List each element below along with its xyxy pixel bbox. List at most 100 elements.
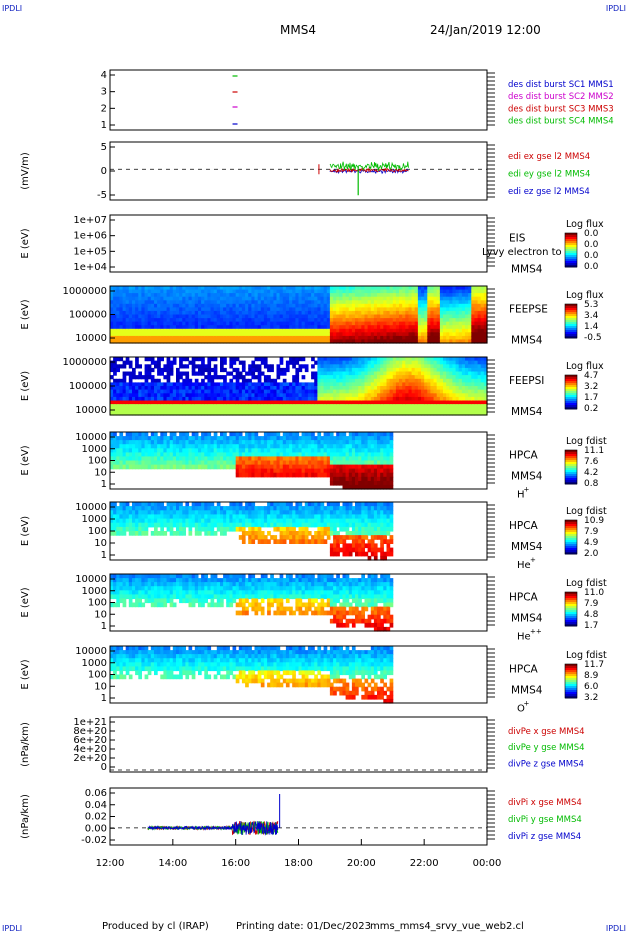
hpca_h-cell — [348, 480, 353, 486]
feepsi-cell — [358, 382, 362, 387]
hpca_h-cell — [263, 452, 268, 458]
feepse-cell — [339, 325, 343, 330]
hpca_h-cbar-value: 4.2 — [584, 468, 598, 478]
feepse-cell — [461, 325, 466, 330]
feepse-cell — [471, 303, 475, 308]
feepsi-cell — [320, 386, 325, 391]
hpca_h-cell — [301, 472, 306, 478]
feepse-cell — [439, 328, 444, 333]
hpca_he-cell — [163, 531, 168, 536]
feepsi-cell — [179, 400, 183, 405]
feepse-cbar-segment — [565, 306, 577, 309]
hpca_h-cell — [163, 452, 168, 458]
feepsi-cell — [169, 367, 174, 373]
feepse-cell — [207, 310, 212, 316]
feepse-cell — [329, 335, 334, 341]
y-tick-label: 2 — [101, 103, 107, 114]
feepsi-cell — [477, 375, 482, 380]
feepse-cell — [348, 325, 353, 330]
feepsi-cell — [430, 393, 435, 398]
feepsi-cell — [377, 357, 381, 362]
feepsi-cell — [443, 393, 447, 398]
feepse-cell — [285, 293, 290, 298]
feepse-cell — [135, 335, 139, 341]
feepse-cell — [443, 325, 447, 330]
feepse-cell — [446, 289, 450, 294]
feepsi-cell — [370, 404, 375, 409]
hpca_he-cell — [160, 518, 164, 524]
hpca_h-cell — [166, 444, 171, 449]
feepsi-cell — [273, 386, 278, 391]
feepse-cell — [361, 303, 365, 308]
hpca_h-cell — [154, 436, 158, 441]
feepsi-cell — [339, 360, 343, 365]
hpca_h-cell — [248, 440, 252, 445]
corner-label-top-left: IPDLI — [2, 4, 23, 13]
feepse-cell — [430, 289, 435, 294]
feepsi-cell — [455, 400, 460, 405]
feepse-cell — [389, 332, 394, 337]
feepse-cell — [408, 303, 413, 308]
feepsi-cell — [185, 407, 190, 412]
feepsi-cell — [179, 357, 183, 362]
feepse-cell — [125, 293, 130, 298]
feepse-cell — [304, 314, 309, 319]
feepse-cell — [477, 300, 482, 305]
feepse-cell — [355, 325, 359, 330]
feepsi-cell — [317, 411, 322, 416]
hpca_h-cell — [194, 456, 199, 462]
hpca_he-cell — [141, 502, 146, 507]
feepse-cell — [421, 310, 425, 316]
feepse-cell — [339, 321, 343, 326]
feepsi-cell — [301, 400, 306, 405]
feepse-cell — [355, 300, 359, 305]
feepsi-cell — [477, 404, 482, 409]
feepsi-cell — [355, 378, 359, 383]
feepsi-cell — [405, 404, 409, 409]
feepsi-cell — [446, 386, 450, 391]
feepse-cell — [339, 332, 343, 337]
feepsi-cell — [383, 367, 387, 373]
feepse-cell — [373, 300, 378, 305]
feepse-cell — [113, 307, 117, 312]
feepsi-cell — [116, 393, 120, 398]
feepsi-cell — [474, 382, 479, 387]
hpca_h-cell — [323, 440, 328, 445]
hpca_h-cell — [147, 436, 152, 441]
hpca_he-cell — [113, 506, 117, 511]
hpca_h-cell — [295, 464, 300, 470]
feepsi-cell — [414, 404, 419, 409]
feepse-cell — [373, 293, 378, 298]
hpca_h-cell — [279, 440, 284, 445]
feepse-cell — [471, 286, 475, 291]
feepse-cell — [166, 335, 171, 341]
feepsi-cell — [169, 382, 174, 387]
feepse-cell — [220, 293, 224, 298]
feepse-cell — [311, 332, 315, 337]
feepse-cell — [163, 328, 168, 333]
feepsi-cell — [304, 393, 309, 398]
feepse-cell — [150, 303, 155, 308]
feepsi-cell — [373, 382, 378, 387]
feepse-cell — [405, 321, 409, 326]
feepse-cell — [216, 321, 221, 326]
feepse-cell — [292, 307, 296, 312]
feepse-cell — [370, 307, 375, 312]
feepsi-cell — [125, 400, 130, 405]
feepsi-cell — [248, 367, 252, 373]
feepsi-cell — [241, 393, 246, 398]
feepsi-cell — [248, 404, 252, 409]
feepse-cell — [342, 314, 347, 319]
feepse-cell — [276, 300, 281, 305]
feepsi-cell — [465, 404, 469, 409]
feepse-cell — [351, 296, 356, 301]
feepsi-cbar-segment — [565, 391, 577, 394]
hpca_h-cell — [267, 472, 271, 478]
hpca_h-cell — [386, 456, 391, 462]
feepse-cell — [399, 300, 403, 305]
feepsi-cell — [424, 400, 428, 405]
feepse-cell — [289, 332, 293, 337]
feepsi-cell — [395, 375, 400, 380]
feepsi-cell — [248, 382, 252, 387]
feepse-cell — [276, 303, 281, 308]
